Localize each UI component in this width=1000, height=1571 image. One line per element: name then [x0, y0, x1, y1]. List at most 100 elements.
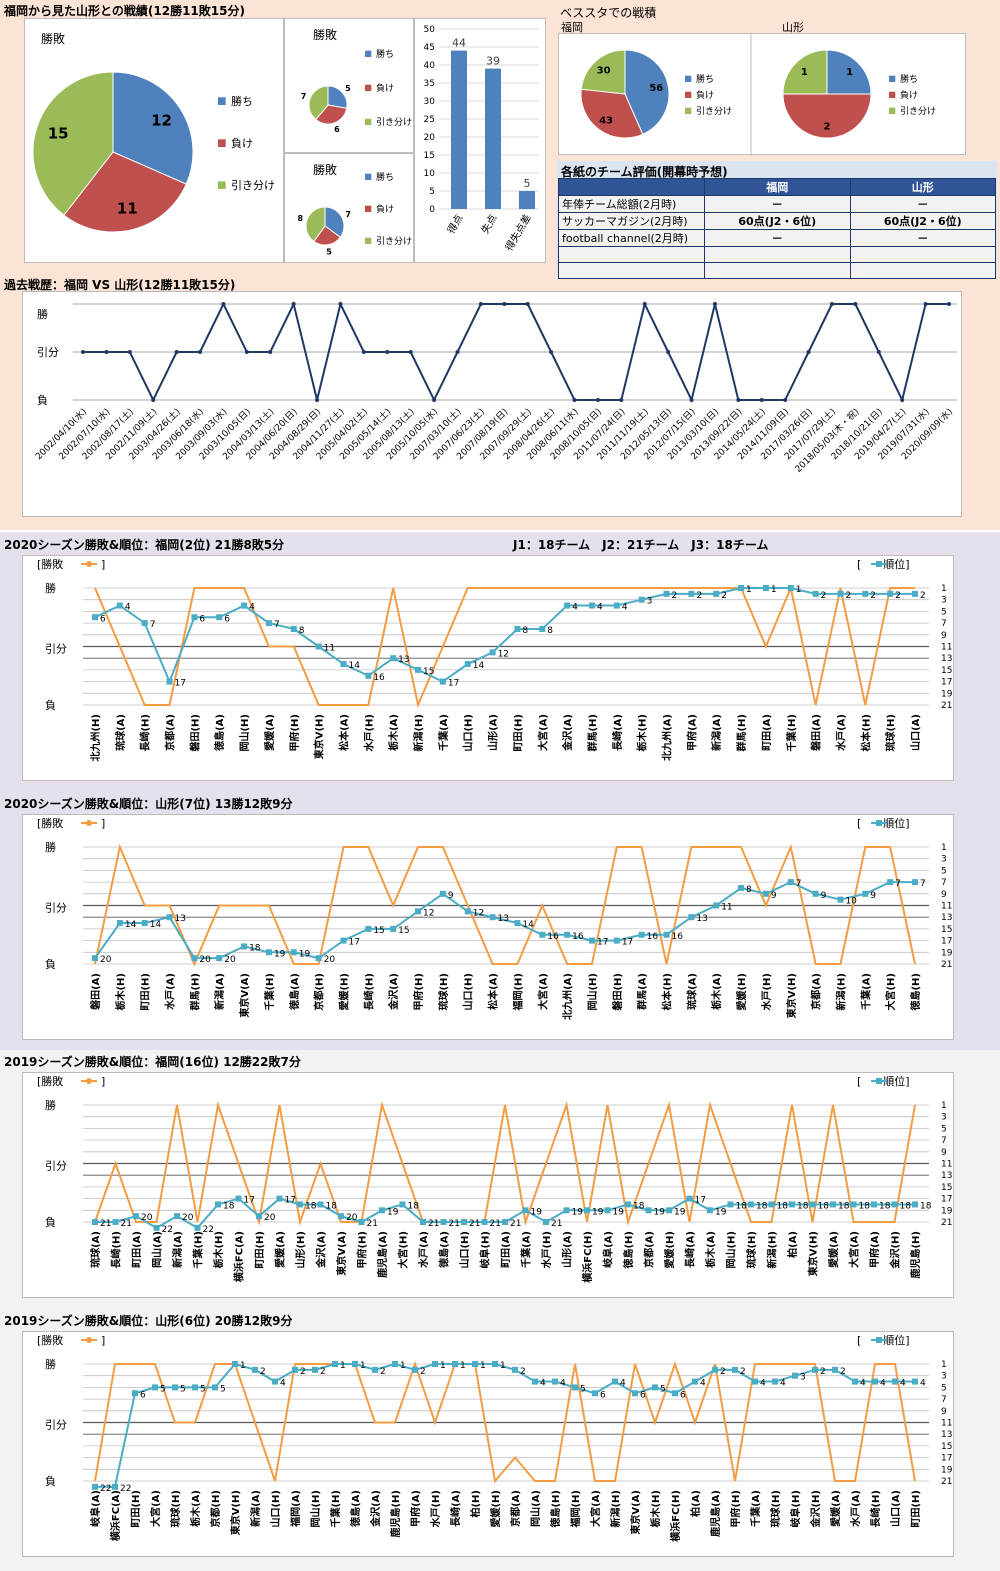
season3-opponent-13: 甲府(H)	[356, 1231, 369, 1269]
season3-rank-label-9: 17	[285, 1196, 296, 1206]
season1-rank-point-7	[265, 620, 272, 627]
season2-rank-point-13	[415, 908, 422, 915]
season1-opponent-26: 群馬(H)	[735, 714, 748, 752]
season4-rank-tick-8: 17	[941, 1454, 952, 1464]
season4-rank-label-3: 5	[160, 1384, 166, 1394]
season2-rank-label-23: 16	[672, 932, 684, 942]
season3-opponent-37: 大宮(A)	[848, 1231, 861, 1268]
season2-rank-point-31	[862, 890, 869, 897]
history-point-18	[502, 302, 507, 306]
season1-rank-point-31	[862, 590, 869, 597]
season1-opponent-33: 山口(A)	[909, 714, 922, 751]
history-point-26	[689, 398, 694, 402]
season4-opponent-21: 京都(A)	[509, 1490, 522, 1527]
season4-rank-point-2	[132, 1390, 138, 1397]
season1-opponent-24: 甲府(A)	[685, 714, 698, 751]
stadium-yamagata-slice-lose	[782, 93, 872, 139]
history-point-36	[923, 302, 928, 306]
season1-opponent-10: 松本(A)	[337, 714, 350, 751]
season4-opponent-5: 栃木(A)	[189, 1490, 202, 1527]
season1-rank-point-30	[837, 590, 844, 597]
season1-rank-tick-8: 17	[941, 678, 952, 688]
season1-rank-point-21	[613, 602, 620, 609]
season3-opponent-5: 千葉(H)	[192, 1231, 205, 1269]
pie-main-label-win: 12	[151, 112, 172, 130]
season4-rank-point-10	[292, 1366, 298, 1373]
season4-legend-left-marker	[86, 1337, 92, 1343]
stadium-fukuoka-legend-label-0: 勝ち	[696, 73, 714, 85]
history-line-chart: 勝引分負2002/04/10(水)2002/07/10(水)2002/08/17…	[33, 301, 957, 475]
season1-opponent-31: 松本(H)	[859, 714, 872, 752]
season4-rank-label-1: 22	[120, 1484, 131, 1494]
history-panel: 勝引分負 2002/04/10(水) 2002/07/10(水) 2002/08/17…	[22, 291, 962, 517]
season2-rank-point-2	[141, 920, 148, 927]
stadium-fukuoka-label: 福岡	[561, 21, 583, 34]
season3-rank-point-18	[461, 1219, 467, 1225]
season3-rank-label-16: 21	[428, 1219, 439, 1229]
season2-opponent-3: 水戸(A)	[164, 973, 177, 1011]
season3-rank-point-33	[768, 1201, 775, 1208]
season2-rank-label-26: 8	[746, 885, 752, 895]
season4-rank-point-14	[372, 1366, 378, 1373]
history-point-27	[712, 302, 717, 306]
season4-rank-label-15: 1	[400, 1361, 406, 1371]
eval-col-fukuoka: 福岡	[704, 178, 851, 196]
season1-rank-label-20: 4	[597, 603, 603, 613]
season4-opponent-7: 東京V(H)	[229, 1490, 242, 1535]
season3-rank-point-34	[789, 1201, 795, 1208]
season4-rank-point-17	[432, 1361, 438, 1367]
history-point-16	[455, 350, 460, 354]
season4-opponent-17: 水戸(H)	[429, 1490, 442, 1529]
season1-rank-point-18	[539, 625, 546, 632]
season3-rank-tick-2: 5	[941, 1124, 947, 1134]
season2-rank-label-32: 7	[895, 879, 901, 889]
bar-1	[485, 68, 501, 209]
season4-rank-tick-5: 11	[941, 1419, 952, 1429]
season3-opponent-36: 愛媛(A)	[827, 1231, 840, 1268]
season2-opponent-25: 栃木(A)	[710, 973, 723, 1010]
history-point-30	[783, 398, 788, 402]
season3-rank-label-4: 20	[182, 1213, 194, 1223]
history-point-34	[876, 350, 881, 354]
season4-opponent-2: 町田(H)	[130, 1490, 142, 1528]
season3-rank-label-30: 19	[715, 1207, 727, 1217]
stadium-yamagata-label-draw: 1	[801, 67, 808, 78]
history-point-32	[829, 302, 834, 306]
stadium-yamagata-slice-draw	[782, 49, 828, 95]
season4-opponent-11: 岡山(H)	[309, 1490, 322, 1528]
season2-rank-tick-6: 13	[941, 913, 952, 923]
season2-rank-tick-3: 7	[941, 878, 947, 888]
season4-opponent-13: 徳島(A)	[349, 1490, 362, 1528]
season4-rank-point-11	[312, 1366, 318, 1373]
season3-rank-label-18: 21	[469, 1219, 480, 1229]
season4-rank-point-21	[512, 1366, 518, 1373]
season2-opponent-22: 群馬(A)	[636, 973, 649, 1010]
season1-opponent-20: 群馬(H)	[586, 714, 599, 752]
eval-cell-label: football channel(2月時)	[558, 229, 705, 247]
pie-s2-legend-label-1: 負け	[376, 203, 394, 215]
season3-rank-point-8	[256, 1213, 262, 1220]
season2-rank-point-27	[762, 890, 769, 897]
season3-rank-label-37: 18	[859, 1201, 871, 1211]
season3-opponent-1: 長崎(H)	[110, 1231, 123, 1269]
history-point-24	[642, 302, 647, 306]
season4-rank-label-5: 5	[200, 1384, 206, 1394]
season2-rank-point-4	[191, 955, 198, 962]
season2-opponent-5: 新潟(A)	[213, 973, 226, 1010]
season1-rank-tick-0: 1	[941, 584, 947, 594]
season3-rank-point-32	[748, 1201, 754, 1208]
season2-opponent-8: 徳島(A)	[288, 973, 301, 1011]
season4-rank-label-25: 6	[600, 1390, 606, 1400]
season1-rank-tick-1: 3	[941, 596, 947, 606]
season1-opponent-8: 甲府(H)	[288, 714, 301, 752]
season2-opponent-12: 金沢(A)	[387, 973, 400, 1011]
season1-rank-label-8: 8	[299, 626, 305, 636]
season2-rank-label-14: 9	[448, 891, 454, 901]
season3-rank-label-32: 18	[756, 1201, 768, 1211]
season-panel-3: 1 3 5 7 9 11 13 15 17 19 21 [勝敗][ 順位] 勝引分負 21 21 20 22 20…	[22, 1072, 954, 1298]
season4-rank-label-38: 4	[860, 1379, 866, 1389]
eval-cell-fukuoka: 60点(J2・6位)	[704, 212, 851, 230]
season1-rank-label-7: 7	[274, 620, 280, 630]
season2-result-line	[94, 843, 916, 967]
